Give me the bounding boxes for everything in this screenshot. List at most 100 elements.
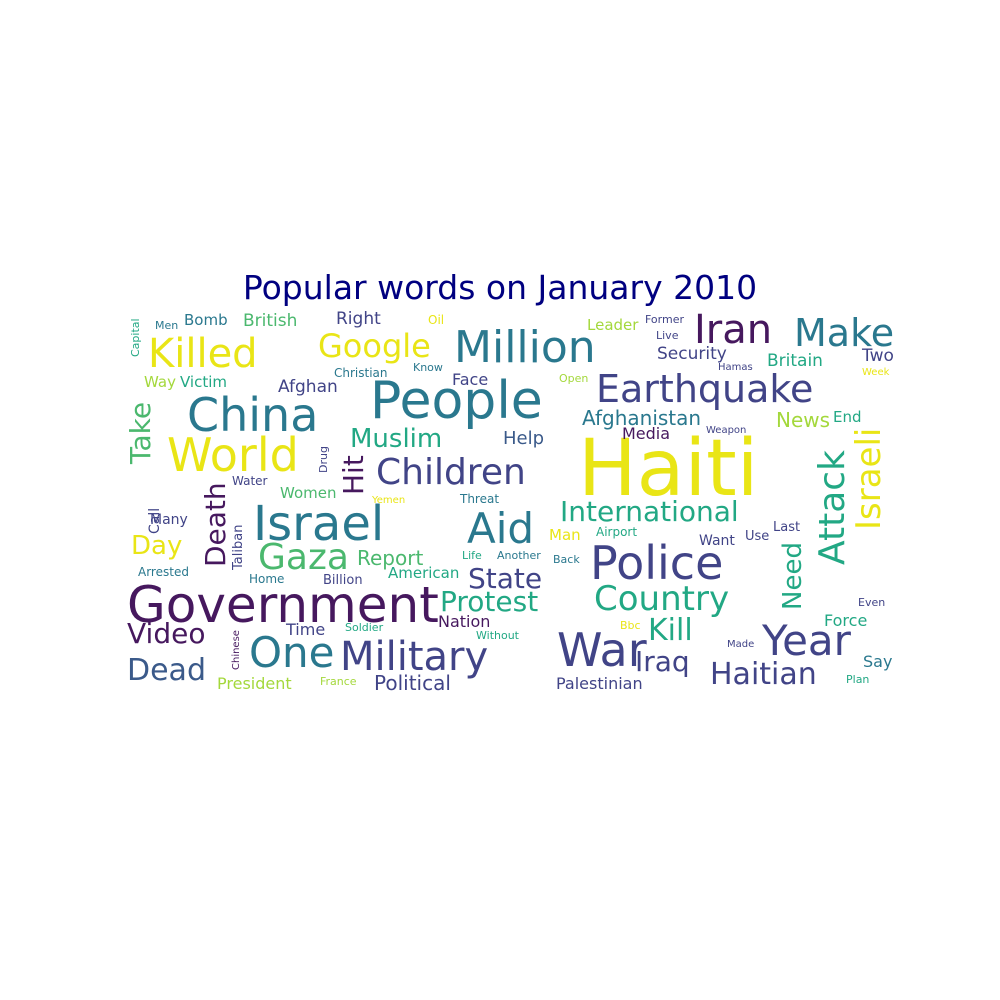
- word-children: Children: [376, 452, 526, 493]
- word-airport: Airport: [596, 525, 638, 539]
- word-earthquake: Earthquake: [596, 367, 814, 411]
- word-victim: Victim: [180, 373, 228, 391]
- word-gaza: Gaza: [258, 537, 349, 578]
- word-muslim: Muslim: [350, 424, 443, 454]
- word-haitian: Haitian: [710, 657, 817, 692]
- word-killed: Killed: [148, 331, 258, 377]
- word-kill: Kill: [648, 613, 693, 648]
- word-weapon: Weapon: [706, 425, 747, 436]
- word-afghan: Afghan: [278, 377, 338, 397]
- word-threat: Threat: [460, 492, 500, 506]
- word-one: One: [249, 628, 335, 677]
- word-men: Men: [155, 319, 179, 332]
- word-protest: Protest: [440, 585, 539, 618]
- word-hamas: Hamas: [718, 362, 753, 373]
- word-political: Political: [374, 671, 451, 695]
- word-many: Many: [150, 512, 188, 528]
- word-made: Made: [727, 639, 755, 650]
- word-international: International: [560, 495, 739, 528]
- word-christian: Christian: [334, 366, 388, 380]
- word-million: Million: [454, 322, 596, 373]
- word-nation: Nation: [438, 612, 491, 631]
- word-death: Death: [199, 482, 232, 567]
- word-man: Man: [549, 526, 581, 544]
- word-call: Call: [147, 507, 163, 534]
- word-world: World: [167, 428, 299, 482]
- word-make: Make: [794, 311, 895, 355]
- word-soldier: Soldier: [345, 621, 384, 634]
- word-year: Year: [762, 616, 851, 665]
- chart-title: Popular words on January 2010: [242, 268, 758, 307]
- word-time: Time: [286, 620, 326, 639]
- word-end: End: [833, 408, 862, 426]
- word-help: Help: [503, 428, 545, 449]
- word-day: Day: [131, 531, 183, 561]
- word-police: Police: [590, 536, 724, 590]
- word-palestinian: Palestinian: [556, 674, 643, 693]
- word-two: Two: [862, 346, 894, 366]
- word-without: Without: [476, 629, 519, 642]
- word-leader: Leader: [587, 316, 639, 334]
- word-face: Face: [452, 370, 489, 389]
- word-iran: Iran: [694, 307, 773, 353]
- word-taliban: Taliban: [231, 524, 246, 570]
- word-war: War: [557, 623, 647, 677]
- word-people: People: [370, 371, 543, 431]
- word-live: Live: [656, 329, 679, 342]
- word-even: Even: [858, 596, 886, 609]
- word-women: Women: [280, 484, 337, 502]
- word-another: Another: [497, 549, 541, 562]
- word-security: Security: [657, 344, 727, 364]
- word-cloud: Haiti People Government Israel Aid China World…: [124, 307, 897, 700]
- word-president: President: [217, 674, 292, 693]
- word-force: Force: [824, 611, 868, 630]
- word-google: Google: [318, 327, 431, 365]
- word-bomb: Bomb: [184, 311, 228, 329]
- word-say: Say: [863, 652, 893, 671]
- word-country: Country: [594, 579, 730, 619]
- word-american: American: [388, 564, 460, 582]
- word-government: Government: [127, 576, 439, 634]
- word-plan: Plan: [846, 673, 870, 686]
- word-back: Back: [553, 553, 580, 566]
- word-hit: Hit: [337, 455, 370, 495]
- word-oil: Oil: [428, 313, 445, 327]
- word-china: China: [187, 388, 319, 442]
- word-need: Need: [778, 542, 808, 610]
- word-aid: Aid: [467, 504, 535, 553]
- word-right: Right: [336, 309, 381, 329]
- word-british: British: [243, 311, 298, 331]
- word-britain: Britain: [767, 351, 823, 371]
- word-open: Open: [559, 372, 589, 385]
- word-attack: Attack: [812, 450, 853, 565]
- word-arrested: Arrested: [138, 565, 189, 579]
- word-chinese: Chinese: [231, 630, 242, 670]
- word-home: Home: [249, 572, 285, 586]
- word-iraq: Iraq: [635, 645, 690, 678]
- word-france: France: [320, 675, 357, 688]
- word-billion: Billion: [323, 573, 363, 588]
- word-former: Former: [645, 313, 684, 326]
- word-drug: Drug: [317, 446, 330, 473]
- word-dead: Dead: [127, 653, 206, 688]
- word-want: Want: [699, 533, 735, 549]
- word-afghanistan: Afghanistan: [582, 406, 702, 430]
- word-use: Use: [745, 529, 770, 544]
- word-yemen: Yemen: [372, 495, 406, 506]
- word-report: Report: [357, 546, 424, 570]
- word-take: Take: [124, 401, 157, 464]
- word-israeli: Israeli: [849, 427, 889, 530]
- word-state: State: [468, 562, 543, 595]
- word-bbc: Bbc: [620, 619, 641, 632]
- word-week: Week: [862, 367, 890, 378]
- word-military: Military: [340, 634, 489, 680]
- word-know: Know: [413, 361, 443, 374]
- word-israel: Israel: [253, 496, 385, 552]
- word-capital: Capital: [129, 318, 142, 357]
- word-news: News: [776, 408, 831, 432]
- word-video: Video: [127, 617, 206, 650]
- word-last: Last: [773, 520, 801, 535]
- word-haiti: Haiti: [578, 424, 759, 514]
- word-water: Water: [232, 474, 268, 488]
